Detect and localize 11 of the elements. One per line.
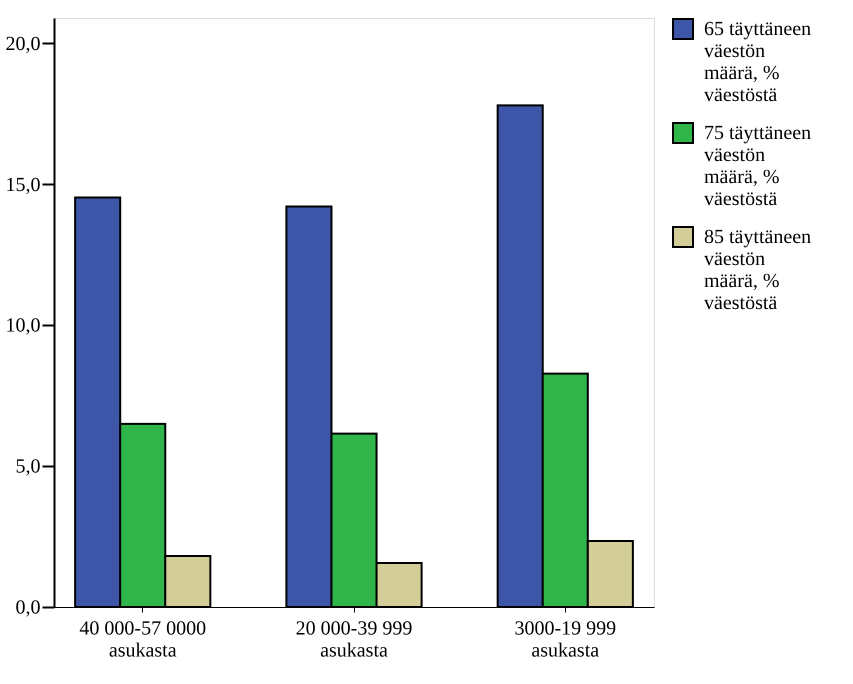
- y-tick-label: 10,0: [6, 314, 40, 337]
- y-tick-label: 20,0: [6, 32, 40, 55]
- x-tick-label: 3000-19 999 asukasta: [514, 618, 616, 662]
- x-tick-label: 40 000-57 0000 asukasta: [79, 618, 206, 662]
- y-tick-label: 0,0: [16, 596, 40, 618]
- x-tick-label: 20 000-39 999 asukasta: [296, 618, 412, 662]
- legend-label: 75 täyttäneen väestön määrä, % väestöstä: [704, 122, 812, 210]
- y-tick-label: 5,0: [16, 456, 40, 478]
- legend-label: 85 täyttäneen väestön määrä, % väestöstä: [704, 226, 812, 314]
- legend-label: 65 täyttäneen väestön määrä, % väestöstä: [704, 18, 812, 106]
- y-tick-label: 15,0: [6, 174, 40, 196]
